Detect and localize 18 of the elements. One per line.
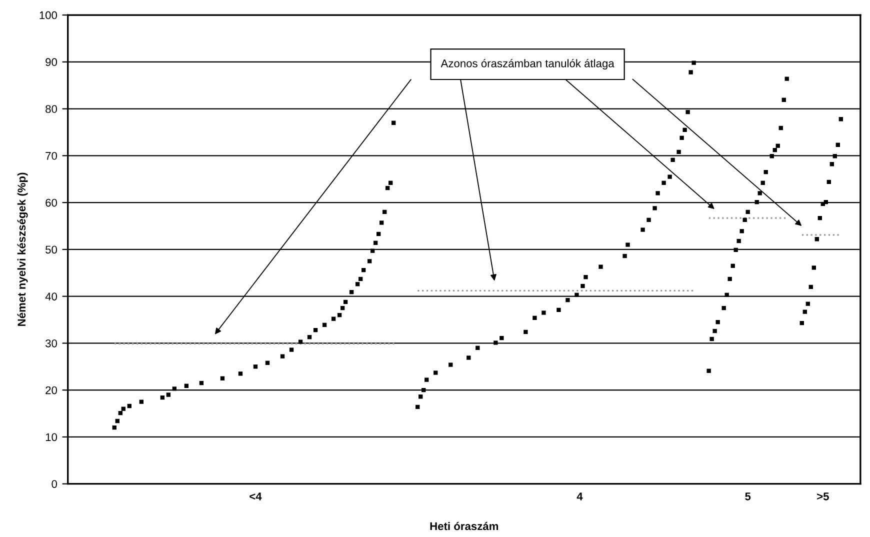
y-tick-label: 10 [46, 433, 58, 442]
x-tick-label: 4 [576, 492, 583, 500]
annotation: Azonos óraszámban tanulók átlaga [440, 59, 614, 70]
x-tick-label: 5 [745, 492, 751, 500]
x-tick-label: >5 [817, 492, 829, 500]
y-tick-label: 70 [46, 152, 58, 160]
y-tick-label: 90 [46, 58, 58, 66]
y-tick-label: 20 [46, 386, 58, 394]
y-tick-label: 60 [46, 198, 58, 207]
y-tick-label: 100 [40, 11, 58, 20]
y-tick-label: 80 [46, 105, 58, 113]
y-tick-label: 30 [46, 339, 58, 348]
y-tick-label: 50 [46, 246, 58, 254]
x-axis-title: Heti óraszám [430, 522, 498, 530]
y-axis-title: Német nyelvi készségek (%p) [17, 172, 28, 326]
y-tick-label: 0 [52, 480, 58, 488]
y-tick-label: 40 [45, 292, 58, 300]
x-tick-label: <4 [250, 492, 262, 500]
